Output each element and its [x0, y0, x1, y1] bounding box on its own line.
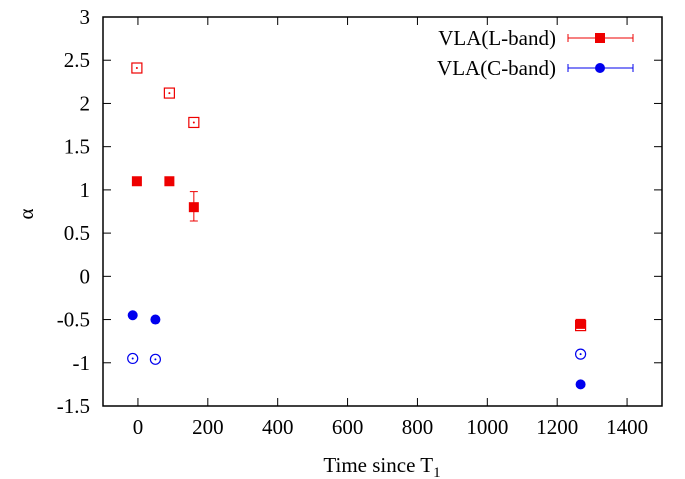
data-point-s3-p2	[574, 348, 587, 360]
y-tick-label: 2.5	[64, 48, 90, 72]
x-tick-label: 1000	[466, 415, 508, 439]
y-tick-label: 3	[80, 5, 91, 29]
y-tick-label: 2	[80, 91, 91, 115]
x-tick-label: 1400	[606, 415, 648, 439]
data-point-s3-p0-center	[131, 357, 134, 360]
data-point-s2-p1	[150, 314, 161, 325]
data-point-s1-p2-outline	[188, 116, 200, 129]
y-tick-label: -0.5	[57, 308, 90, 332]
data-point-s3-p1-center	[154, 358, 157, 361]
legend-label: VLA(L-band)	[438, 26, 556, 50]
legend-marker	[595, 33, 605, 43]
data-point-s1-p3-outline	[574, 320, 587, 332]
data-point-s3-p0	[127, 352, 139, 365]
x-tick-label: 400	[262, 415, 294, 439]
legend-label: VLA(C-band)	[437, 56, 556, 80]
data-point-s1-p2	[188, 116, 200, 129]
data-point-s1-p1	[163, 87, 175, 99]
data-point-s2-p2	[575, 379, 586, 390]
y-tick-label: -1.5	[57, 394, 90, 418]
x-tick-label: 200	[192, 415, 224, 439]
x-axis-title-main: Time since T	[323, 453, 433, 477]
data-point-s3-p2-outline	[574, 348, 587, 360]
y-tick-label: 1.5	[64, 135, 90, 159]
data-marks	[127, 62, 587, 390]
data-point-s3-p0-outline	[127, 352, 139, 365]
plot-frame	[102, 16, 663, 407]
data-point-s3-p2-center	[579, 353, 582, 356]
tick-marks	[103, 16, 662, 407]
data-point-s1-p0	[131, 62, 143, 74]
x-axis-title: Time since T1	[323, 453, 440, 479]
legend-marker	[595, 63, 605, 73]
data-point-s3-p1	[149, 353, 162, 365]
data-point-s3-p1-outline	[149, 353, 162, 365]
data-point-s0-p2	[188, 202, 199, 213]
data-point-s0-p1	[164, 176, 175, 187]
y-tick-label: 0	[80, 264, 91, 288]
data-point-s1-p3-center	[579, 324, 582, 327]
y-tick-label: 1	[80, 178, 91, 202]
x-tick-label: 800	[402, 415, 434, 439]
data-point-s1-p0-outline	[131, 62, 143, 74]
y-tick-label: -1	[73, 351, 91, 375]
data-point-s0-p0	[131, 176, 142, 187]
x-tick-label: 600	[332, 415, 364, 439]
x-tick-label: 1200	[536, 415, 578, 439]
data-point-s2-p0	[127, 310, 138, 321]
y-axis-title: α	[14, 208, 38, 219]
tick-labels: 0 200 400 600 800 1000 1200 1400 -1.5 -1 -0.5 0 0.5 1…	[57, 5, 648, 439]
y-tick-label: 0.5	[64, 221, 90, 245]
data-point-s1-p1-center	[168, 92, 171, 95]
x-tick-label: 0	[133, 415, 144, 439]
data-point-s1-p2-center	[192, 121, 195, 124]
legend: VLA(L-band) VLA(C-band)	[437, 26, 634, 80]
data-point-s1-p0-center	[135, 67, 138, 70]
data-point-s1-p3	[574, 320, 587, 332]
data-point-s1-p1-outline	[163, 87, 175, 99]
data-point-s0-p3	[575, 318, 586, 329]
x-axis-title-subscript: 1	[433, 465, 441, 479]
